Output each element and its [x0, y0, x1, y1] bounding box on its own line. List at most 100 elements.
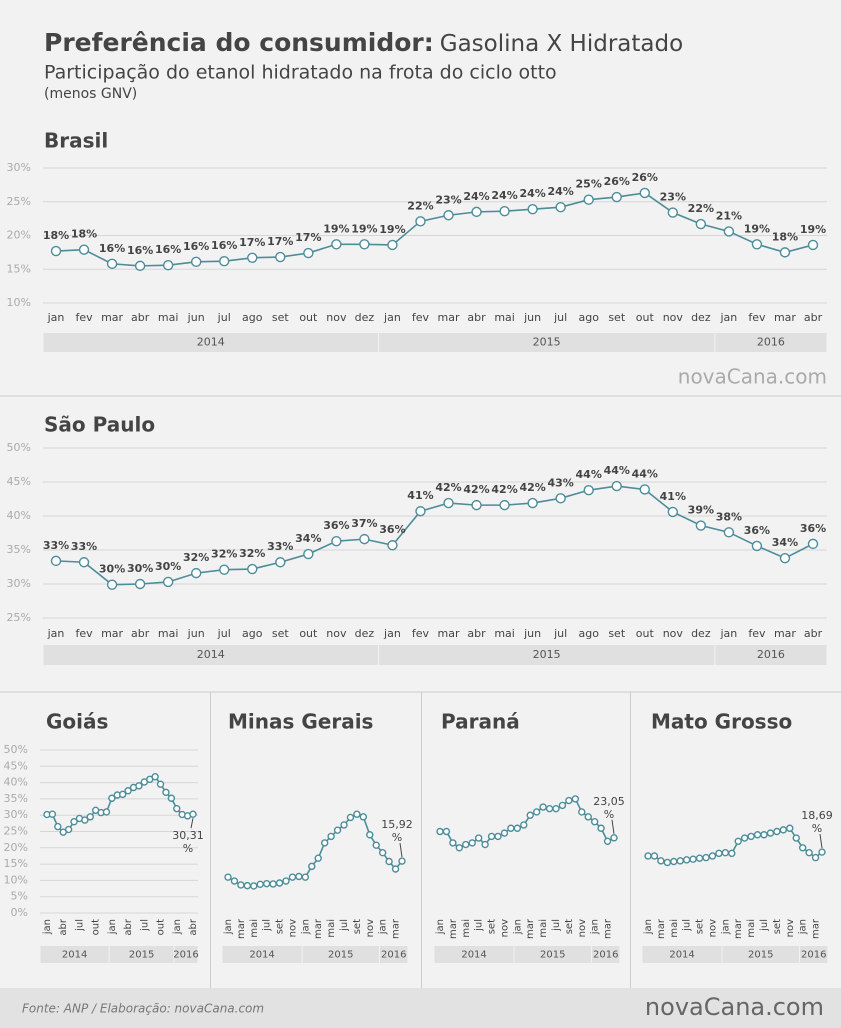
x-tick-label: nov — [326, 311, 347, 324]
marker — [295, 872, 303, 881]
x-tick-label: jan — [719, 311, 737, 324]
x-tick-label: abr — [58, 918, 69, 935]
value-label: 17% — [295, 231, 321, 244]
x-tick-label: mar — [438, 311, 460, 324]
x-tick-label: mai — [494, 311, 515, 324]
x-tick-label: mai — [158, 311, 179, 324]
x-tick-label: mar — [774, 311, 796, 324]
marker — [798, 844, 807, 852]
year-label: 2015 — [533, 336, 561, 349]
marker — [532, 808, 541, 816]
value-label: 32% — [183, 551, 209, 564]
value-label: 42% — [463, 483, 489, 496]
year-label: 2014 — [461, 950, 486, 961]
x-tick-label: ago — [242, 311, 263, 324]
year-band — [379, 946, 408, 963]
marker — [50, 555, 62, 567]
marker — [682, 856, 691, 864]
marker — [721, 848, 730, 857]
x-tick-label: jul — [553, 627, 567, 640]
value-label: 36% — [744, 524, 770, 537]
x-tick-label: fev — [75, 627, 93, 640]
marker — [230, 877, 239, 885]
year-band — [722, 946, 799, 963]
x-tick-label: mar — [774, 627, 796, 640]
x-tick-label: nov — [663, 627, 684, 640]
marker — [327, 832, 335, 841]
year-band — [378, 645, 715, 665]
x-tick-label: mai — [538, 919, 549, 938]
x-tick-label: dez — [355, 311, 375, 324]
x-tick-label: jan — [47, 311, 65, 324]
x-tick-label: jul — [553, 311, 567, 324]
y-tick-label: 5% — [11, 890, 28, 903]
marker — [333, 826, 342, 834]
x-tick-label: jan — [383, 627, 401, 640]
marker — [102, 808, 111, 816]
value-label: 22% — [688, 202, 714, 215]
value-label: 19% — [323, 222, 349, 235]
x-tick-label: out — [156, 919, 167, 935]
y-tick-label: 25% — [7, 195, 31, 208]
marker — [715, 849, 723, 858]
y-tick-label: 45% — [7, 475, 31, 488]
x-tick-label: jan — [590, 919, 601, 935]
marker — [359, 533, 370, 545]
x-tick-label: set — [352, 919, 363, 934]
year-label: 2014 — [197, 648, 225, 661]
y-tick-label: 20% — [4, 841, 28, 854]
x-tick-label: set — [275, 919, 286, 934]
marker — [811, 853, 820, 862]
marker — [650, 852, 659, 860]
marker — [494, 832, 502, 841]
year-band — [40, 946, 109, 963]
year-label: 2015 — [748, 950, 773, 961]
x-tick-label: mar — [391, 918, 402, 939]
x-tick-label: mar — [733, 918, 744, 939]
marker — [539, 803, 547, 811]
chart-title: São Paulo — [44, 413, 155, 437]
marker — [237, 881, 245, 889]
chart-title: Goiás — [46, 710, 108, 734]
marker — [385, 857, 393, 866]
x-tick-label: mai — [669, 919, 680, 938]
marker — [728, 849, 736, 858]
value-label: 16% — [127, 244, 153, 257]
value-label: 19% — [800, 223, 826, 236]
value-label: 36% — [800, 522, 826, 535]
subtitle: Participação do etanol hidratado na frot… — [44, 62, 557, 84]
x-tick-label: jan — [47, 627, 65, 640]
year-label: 2015 — [540, 950, 565, 961]
marker — [134, 578, 146, 590]
marker — [471, 206, 482, 218]
year-label: 2015 — [328, 950, 353, 961]
x-tick-label: jun — [187, 311, 205, 324]
year-label: 2016 — [757, 336, 785, 349]
marker — [702, 853, 710, 862]
value-label: 18,69% — [801, 809, 833, 835]
x-tick-label: out — [91, 919, 102, 935]
title: Preferência do consumidor: Gasolina X Hid… — [44, 28, 683, 57]
x-tick-label: jul — [474, 919, 485, 932]
marker — [124, 787, 132, 795]
value-label: 34% — [295, 532, 321, 545]
value-label: 16% — [183, 240, 209, 253]
marker — [558, 801, 567, 810]
marker — [190, 256, 202, 268]
marker — [520, 821, 528, 829]
x-tick-label: mar — [313, 918, 324, 939]
marker — [359, 239, 370, 250]
marker — [611, 480, 622, 492]
marker — [753, 831, 762, 839]
marker — [818, 848, 826, 856]
x-tick-label: jan — [435, 919, 446, 935]
title-rest: Gasolina X Hidratado — [440, 31, 683, 57]
value-label: 23% — [660, 191, 686, 204]
x-tick-label: jan — [378, 919, 389, 935]
marker — [552, 804, 560, 813]
value-label: 39% — [688, 504, 714, 517]
marker — [471, 499, 482, 511]
x-tick-label: mar — [603, 918, 614, 939]
x-tick-label: set — [272, 627, 289, 640]
